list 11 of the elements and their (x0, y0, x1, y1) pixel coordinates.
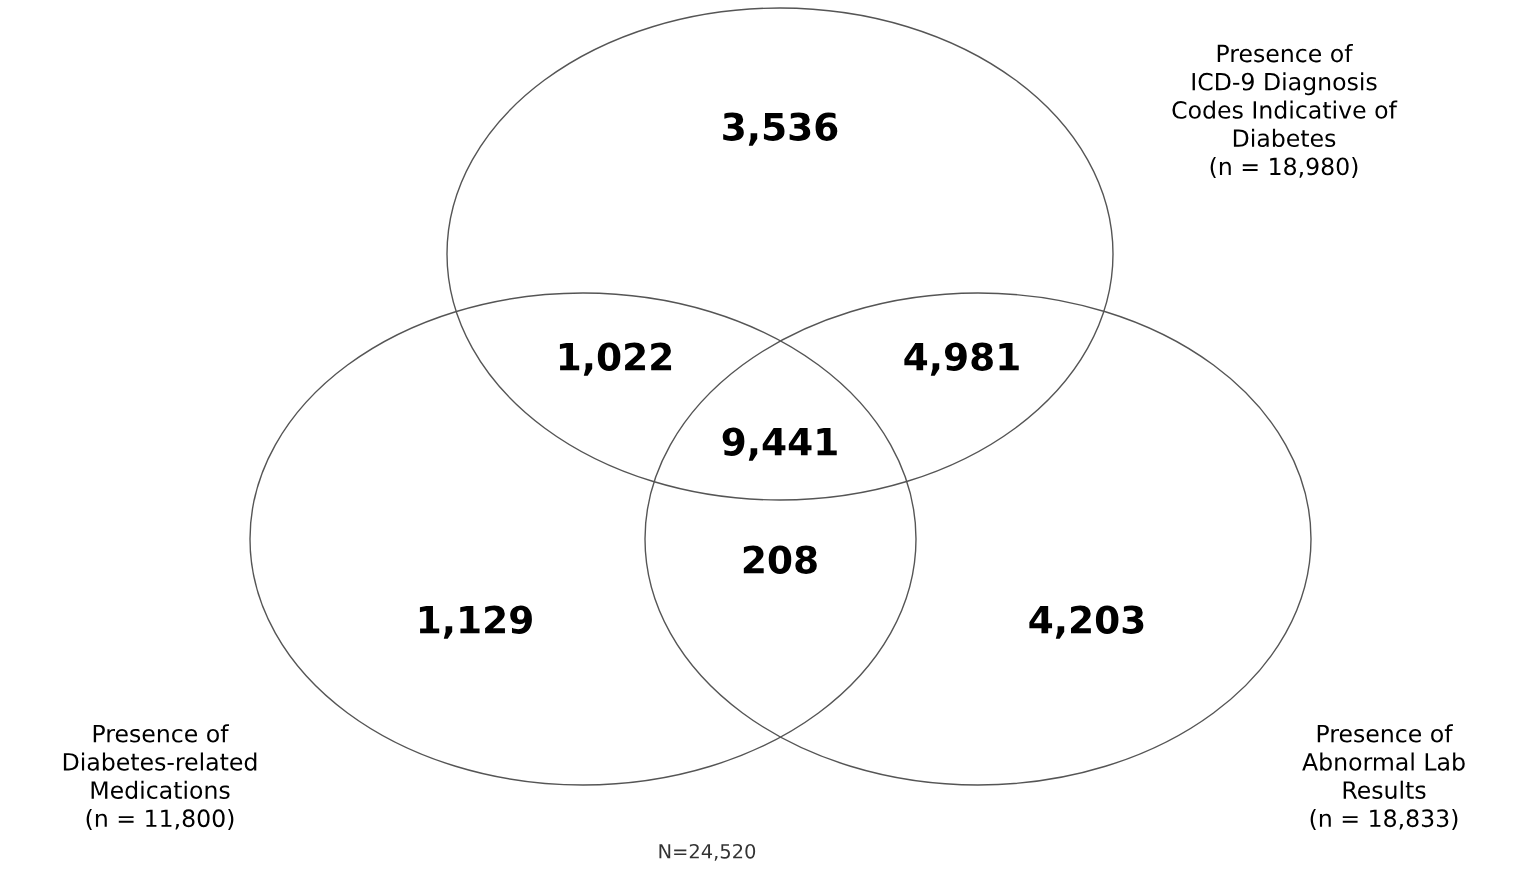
data-label: 3,536 (723, 112, 838, 146)
data-label: 1,129 (419, 605, 532, 639)
text: Presence of Diabetes-related Medications (n = 11,800) (63, 724, 257, 830)
data-label: 208 (743, 545, 817, 574)
text: N=24,520 (659, 843, 756, 861)
data-label: 9,441 (722, 427, 837, 461)
data-label: 4,203 (1029, 605, 1144, 639)
text: Presence of ICD-9 Diagnosis Codes Indicative of Diabetes (n = 18,980) (1172, 44, 1398, 179)
text: Presence of Abnormal Lab Results (n = 18,833) (1302, 724, 1465, 830)
data-label: 1,022 (559, 342, 672, 376)
data-label: 4,981 (904, 342, 1019, 376)
